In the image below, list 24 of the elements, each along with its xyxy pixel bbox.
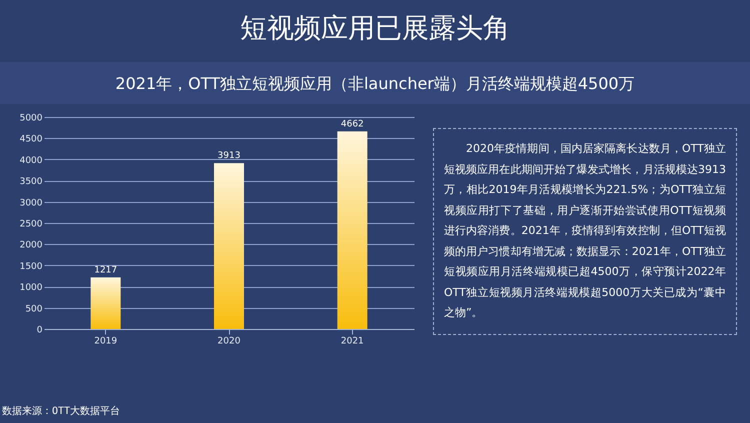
y-tick-label: 1000 (20, 283, 43, 294)
y-tick-label: 5000 (20, 114, 43, 124)
bar (90, 277, 121, 329)
y-tick-label: 4000 (20, 156, 43, 166)
y-tick-label: 3000 (20, 198, 43, 208)
bar (337, 131, 368, 329)
source-note: 数据来源：OTT大数据平台 (2, 404, 120, 418)
data-label: 1217 (94, 265, 118, 276)
chart-subtitle: 2021年，OTT独立短视频应用（非launcher端）月活终端规模超4500万 (114, 74, 636, 95)
y-tick-label: 2000 (20, 240, 43, 251)
data-label: 3913 (218, 151, 240, 162)
x-tick-label: 2019 (94, 336, 118, 346)
text: 2020年疫情期间，国内居家隔离长达数月，OTT独立短视频应用在此期间开始了爆发式增长，月活规模达3913万，相比2019年月活规模增长为221.5%；为OTT独立短视频应用打下了基础，用户逐渐开始尝试使用OTT短视频进行内容消费。2021年，疫情得到有效控制，但OTT短视频的用户习惯却有增无减；数据显示：2021年，OTT独立短视频应用月活终端规模已超4500万，保守预计2022年OTT独立短视频月活终端规模超5000万大关已成为“囊中之物”。 (444, 142, 726, 319)
bar (214, 163, 244, 329)
y-tick-label: 500 (25, 304, 43, 314)
chart-title: 短视频应用已展露头角 (239, 12, 511, 46)
x-tick-label: 2021 (340, 336, 364, 346)
y-tick-label: 1500 (20, 262, 43, 272)
y-tick-label: 2500 (20, 220, 43, 230)
y-tick-label: 0 (36, 326, 43, 336)
data-label: 4662 (340, 119, 364, 130)
y-tick-label: 3500 (20, 177, 43, 188)
y-tick-label: 4500 (20, 134, 43, 145)
x-tick-label: 2020 (218, 336, 241, 346)
